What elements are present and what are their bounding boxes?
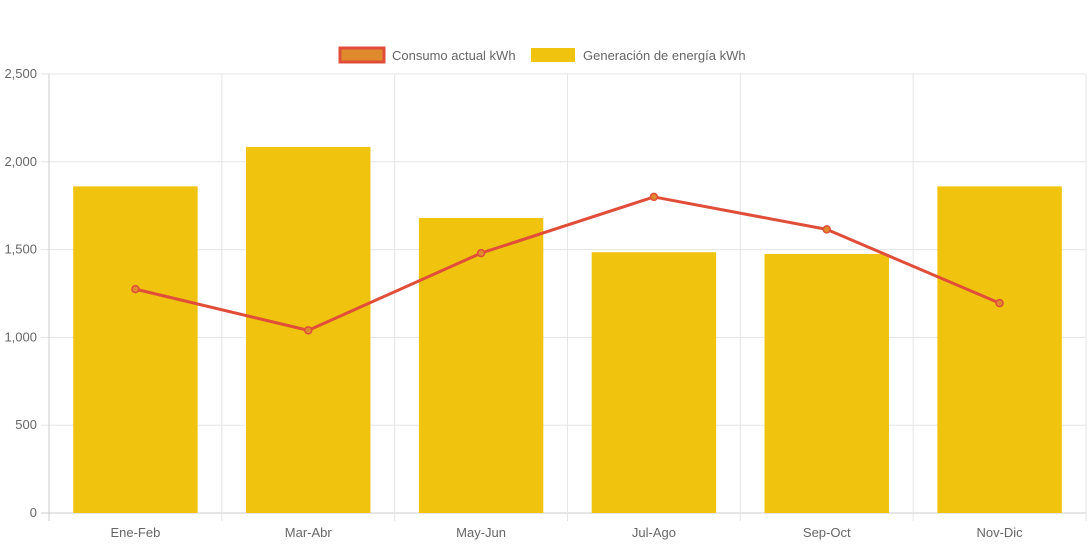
bar xyxy=(73,186,198,513)
y-tick-label: 0 xyxy=(30,505,37,520)
grid xyxy=(41,73,1087,521)
legend-label-consumo: Consumo actual kWh xyxy=(392,48,516,63)
legend[interactable]: Consumo actual kWh Generación de energía … xyxy=(338,46,746,64)
axes: 0 500 1,000 1,500 2,000 2,500 Ene-Feb Mar-Abr Ma… xyxy=(4,66,1023,540)
legend-swatch-consumo xyxy=(338,46,386,64)
x-tick-label: Nov-Dic xyxy=(976,525,1023,540)
y-tick-label: 1,000 xyxy=(4,329,37,344)
bar xyxy=(937,186,1062,513)
legend-item-generacion[interactable]: Generación de energía kWh xyxy=(531,48,746,63)
legend-item-consumo[interactable]: Consumo actual kWh xyxy=(338,46,516,64)
bar xyxy=(764,253,889,514)
x-tick-label: May-Jun xyxy=(456,525,506,540)
y-tick-label: 1,500 xyxy=(4,242,37,257)
y-tick-label: 2,500 xyxy=(4,66,37,81)
y-tick-label: 2,000 xyxy=(4,154,37,169)
x-tick-label: Sep-Oct xyxy=(803,525,851,540)
x-tick-label: Ene-Feb xyxy=(110,525,160,540)
line-point xyxy=(304,326,313,335)
legend-swatch-generacion xyxy=(531,48,575,62)
bar xyxy=(418,217,544,513)
line-point xyxy=(822,225,831,234)
series-line xyxy=(135,195,1001,332)
bar xyxy=(591,252,717,513)
x-tick-label: Jul-Ago xyxy=(632,525,676,540)
line-point xyxy=(131,284,140,294)
line-point xyxy=(476,248,486,258)
x-tick-label: Mar-Abr xyxy=(285,525,333,540)
y-tick-label: 500 xyxy=(15,417,37,432)
line-series xyxy=(131,192,1004,335)
legend-label-generacion: Generación de energía kWh xyxy=(583,48,746,63)
line-point xyxy=(995,298,1004,308)
line-point xyxy=(649,192,659,202)
